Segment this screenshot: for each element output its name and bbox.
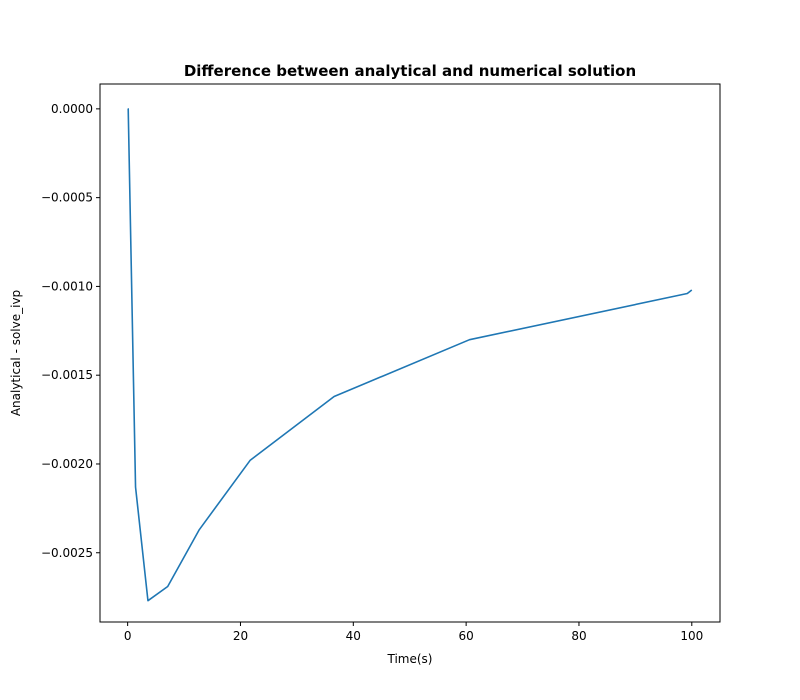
x-axis-label: Time(s) bbox=[387, 652, 433, 666]
y-tick-label: 0.0000 bbox=[51, 102, 93, 116]
y-tick-label: −0.0010 bbox=[41, 279, 93, 293]
x-tick-label: 80 bbox=[571, 629, 586, 643]
series-line bbox=[127, 108, 693, 602]
plot-area-frame bbox=[99, 83, 721, 623]
x-tick-label: 20 bbox=[233, 629, 248, 643]
x-axis: 0 20 40 60 80 100 bbox=[124, 622, 703, 643]
y-axis-label: Analytical - solve_ivp bbox=[9, 290, 23, 416]
x-tick-label: 0 bbox=[124, 629, 132, 643]
x-tick-label: 40 bbox=[346, 629, 361, 643]
chart-title: Difference between analytical and numeri… bbox=[184, 62, 636, 80]
y-tick-label: −0.0020 bbox=[41, 457, 93, 471]
y-tick-label: −0.0015 bbox=[41, 368, 93, 382]
y-axis: 0.0000 −0.0005 −0.0010 −0.0015 −0.0020 −0.002… bbox=[41, 102, 100, 560]
x-tick-label: 60 bbox=[458, 629, 473, 643]
x-tick-label: 100 bbox=[680, 629, 703, 643]
y-tick-label: −0.0025 bbox=[41, 546, 93, 560]
y-tick-label: −0.0005 bbox=[41, 191, 93, 205]
